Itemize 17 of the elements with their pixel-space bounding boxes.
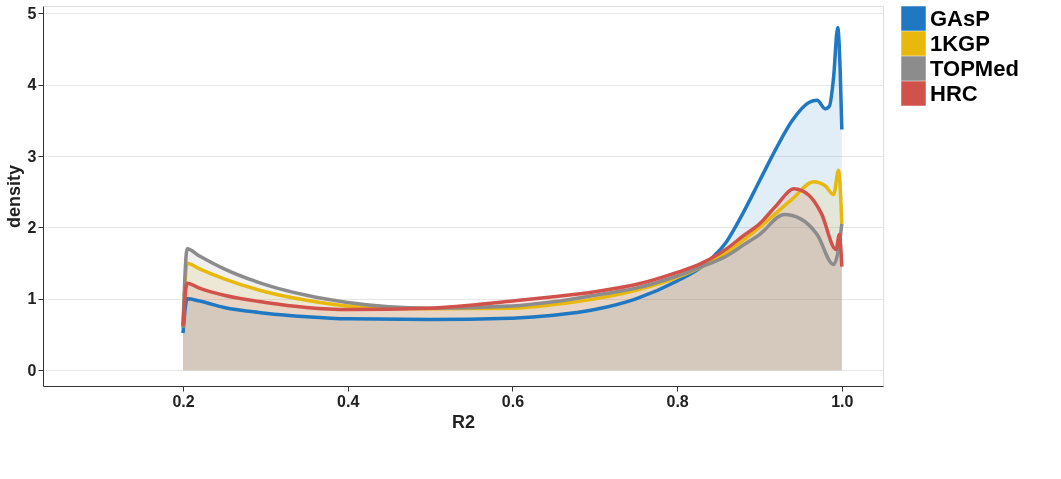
x-tick-label: 0.4 [337, 392, 360, 410]
y-tick-label: 4 [27, 76, 37, 94]
y-tick-label: 1 [27, 290, 37, 308]
legend-label: HRC [930, 80, 978, 106]
y-tick-label: 0 [27, 361, 37, 379]
y-tick-label: 2 [27, 218, 37, 236]
legend-label: 1KGP [930, 30, 990, 56]
legend-label: GAsP [930, 5, 990, 31]
y-tick-label: 5 [27, 4, 37, 22]
x-tick-label: 0.8 [666, 392, 689, 410]
x-tick-label: 1.0 [831, 392, 854, 410]
x-tick-label: 0.2 [172, 392, 195, 410]
y-axis-title: density [3, 164, 24, 229]
y-tick-label: 3 [27, 147, 37, 165]
x-axis-title: R2 [451, 411, 476, 432]
x-tick-label: 0.6 [501, 392, 525, 410]
legend-label: TOPMed [930, 55, 1019, 81]
